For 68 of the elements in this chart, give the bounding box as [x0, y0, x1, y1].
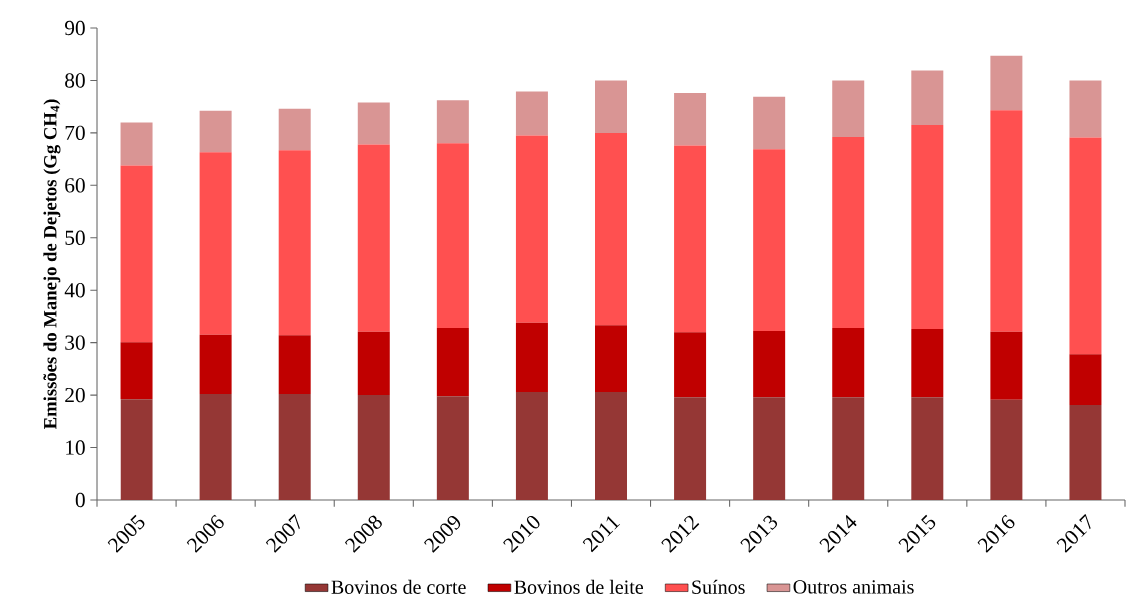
bar	[357, 144, 390, 332]
bar	[199, 110, 232, 153]
bar	[199, 394, 232, 500]
bar	[436, 327, 469, 397]
bar	[199, 152, 232, 335]
bar	[911, 70, 944, 126]
bar	[1069, 405, 1102, 500]
bar	[911, 329, 944, 398]
bar	[515, 135, 548, 323]
bar	[990, 110, 1023, 332]
bar	[595, 80, 628, 133]
y-axis-title: Emissões do Manejo de Dejetos (Gg CH$_{4}$)	[43, 99, 61, 430]
y-tick-label: 20	[65, 387, 85, 403]
bar	[911, 397, 944, 500]
bar	[357, 331, 390, 396]
bar	[515, 91, 548, 136]
bar	[120, 122, 153, 166]
bar	[278, 150, 311, 336]
y-tick-label: 30	[65, 335, 85, 350]
bar	[515, 322, 548, 392]
y-tick-label: 10	[66, 440, 85, 455]
legend-label: Suínos	[692, 579, 745, 594]
bar	[911, 125, 944, 330]
bar	[990, 331, 1023, 400]
bar	[832, 137, 865, 328]
bar	[120, 399, 153, 500]
y-tick-label: 80	[65, 73, 85, 88]
bar	[357, 395, 390, 500]
bar	[278, 335, 311, 395]
bar	[436, 143, 469, 328]
bar	[990, 399, 1023, 500]
bar	[674, 397, 707, 500]
bar	[436, 396, 469, 500]
bar	[753, 149, 786, 332]
bar	[832, 397, 865, 500]
bar	[278, 108, 311, 151]
x-tick-label: 2011	[582, 516, 621, 553]
bar	[1069, 354, 1102, 406]
bar	[753, 96, 786, 150]
y-tick-label: 50	[65, 230, 85, 245]
bar	[753, 397, 786, 500]
bar	[515, 391, 548, 500]
bar	[436, 100, 469, 144]
y-tick-label: 60	[65, 178, 85, 193]
bar	[674, 145, 707, 333]
y-tick-label: 0	[75, 492, 85, 508]
legend-label: Bovinos de leite	[514, 579, 644, 594]
bar	[1069, 80, 1102, 138]
bar	[120, 342, 153, 400]
legend-label: Outros animais	[793, 580, 914, 594]
y-tick-label: 40	[64, 283, 85, 298]
bar	[832, 80, 865, 138]
bar	[120, 165, 153, 343]
bar	[595, 391, 628, 500]
y-tick-label: 70	[65, 125, 85, 141]
bar	[1069, 137, 1102, 355]
bar	[357, 102, 390, 145]
bar	[595, 325, 628, 392]
bar	[990, 55, 1023, 111]
y-tick-label: 90	[64, 20, 85, 36]
bar	[674, 93, 707, 146]
bar	[832, 327, 865, 398]
bar	[595, 132, 628, 326]
bar	[199, 334, 232, 395]
bar	[278, 394, 311, 500]
bar	[753, 331, 786, 398]
legend-label: Bovinos de corte	[331, 579, 466, 594]
bar	[674, 332, 707, 398]
